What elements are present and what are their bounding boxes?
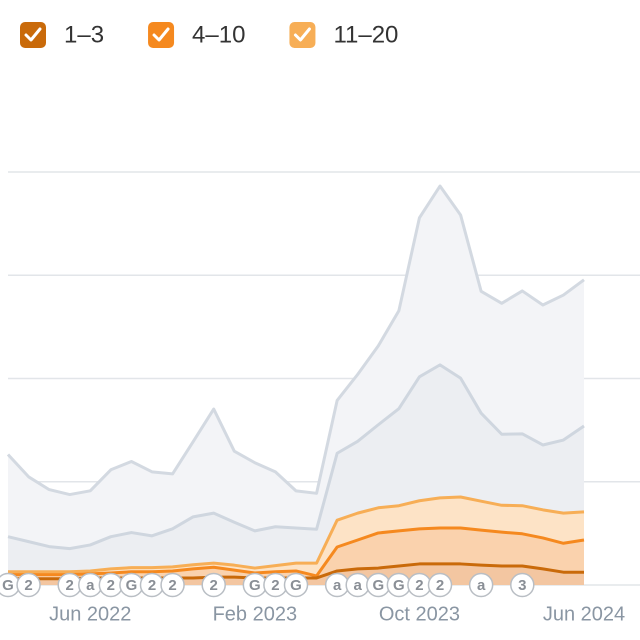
annotation-marker[interactable]: G <box>242 572 268 598</box>
legend-item[interactable]: 4–10 <box>148 21 245 48</box>
legend-checkbox[interactable] <box>148 22 175 48</box>
series-line <box>8 526 585 578</box>
annotation-marker[interactable]: 2 <box>201 572 226 598</box>
marker-label[interactable]: a <box>86 577 95 594</box>
annotation-marker[interactable]: G <box>283 572 309 598</box>
legend-check[interactable] <box>152 27 170 42</box>
annotation-marker[interactable]: 2 <box>98 572 124 598</box>
marker-label[interactable]: G <box>249 577 261 594</box>
x-tick-label: Jun 2024 <box>543 603 625 625</box>
x-tick-label: Jun 2022 <box>49 603 131 625</box>
marker-circle[interactable] <box>201 572 226 598</box>
series-line <box>6 184 585 497</box>
annotation-marker[interactable]: 2 <box>263 572 288 598</box>
series-line <box>7 363 585 551</box>
annotation-marker[interactable]: 2 <box>160 572 185 598</box>
annotation-marker[interactable]: G <box>366 572 391 598</box>
marker-label[interactable]: 2 <box>415 577 423 594</box>
marker-label[interactable]: G <box>372 577 384 594</box>
area-fill <box>8 528 584 579</box>
annotation-marker[interactable]: 2 <box>16 572 41 598</box>
marker-label[interactable]: 2 <box>107 577 115 594</box>
legend-check[interactable] <box>293 27 311 42</box>
marker-label[interactable]: 3 <box>518 577 526 594</box>
legend-checkbox[interactable] <box>20 22 46 48</box>
marker-label[interactable]: 2 <box>210 577 218 594</box>
area-fill <box>8 364 584 572</box>
marker-label[interactable]: G <box>393 577 405 594</box>
annotation-marker[interactable]: a <box>324 572 350 598</box>
legend-label[interactable]: 1–3 <box>64 21 104 48</box>
area-fill <box>8 497 584 576</box>
annotation-marker[interactable]: 3 <box>510 572 535 598</box>
marker-label[interactable]: 2 <box>24 577 32 594</box>
marker-label[interactable]: 2 <box>168 577 176 594</box>
annotation-marker[interactable]: a <box>345 572 370 598</box>
annotation-marker[interactable]: G <box>386 572 412 598</box>
marker-label[interactable]: 2 <box>148 577 156 594</box>
annotation-marker[interactable]: a <box>468 572 494 598</box>
marker-label[interactable]: G <box>2 577 14 594</box>
legend-item[interactable]: 11–20 <box>289 21 398 48</box>
marker-circle[interactable] <box>16 572 41 598</box>
legend-checkbox[interactable] <box>289 22 316 48</box>
series-line <box>8 495 585 574</box>
marker-circle[interactable] <box>427 572 453 598</box>
legend-label[interactable]: 11–20 <box>333 21 398 48</box>
annotation-marker[interactable]: 2 <box>407 572 432 598</box>
marker-label[interactable]: 2 <box>66 577 74 594</box>
annotation-marker[interactable]: 2 <box>427 572 453 598</box>
marker-label[interactable]: a <box>333 577 342 594</box>
area-fill <box>8 186 584 549</box>
legend-label[interactable]: 4–10 <box>192 21 245 48</box>
x-tick-label: Oct 2023 <box>379 603 460 625</box>
marker-circle[interactable] <box>283 572 309 598</box>
marker-circle[interactable] <box>160 572 185 598</box>
annotation-marker[interactable]: 2 <box>139 572 165 598</box>
marker-label[interactable]: G <box>290 577 302 594</box>
legend-item[interactable]: 1–3 <box>20 21 104 48</box>
legend-check[interactable] <box>24 27 42 42</box>
marker-label[interactable]: a <box>354 577 363 594</box>
marker-label[interactable]: 2 <box>436 577 444 594</box>
marker-label[interactable]: 2 <box>271 577 279 594</box>
annotation-marker[interactable]: G <box>119 572 144 598</box>
marker-label[interactable]: G <box>126 577 138 594</box>
annotation-marker[interactable]: a <box>78 572 103 598</box>
marker-circle[interactable] <box>510 572 535 598</box>
annotation-marker[interactable]: 2 <box>57 572 82 598</box>
marker-circle[interactable] <box>468 572 494 598</box>
marker-label[interactable]: a <box>477 577 486 594</box>
x-tick-label: Feb 2023 <box>213 603 298 625</box>
